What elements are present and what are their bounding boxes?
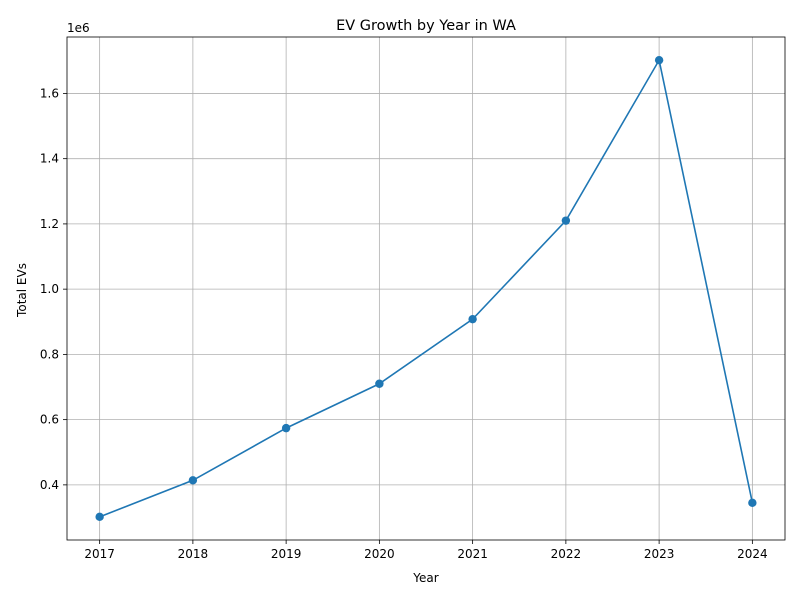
series-group [95, 55, 757, 522]
y-tick-label: 1.2 [40, 217, 59, 231]
data-point [561, 216, 571, 225]
axes-frame [66, 36, 786, 541]
x-tick-label: 2022 [551, 547, 582, 561]
x-tick-label: 2017 [84, 547, 115, 561]
y-tick-label: 0.6 [40, 413, 59, 427]
data-point [281, 423, 291, 433]
x-tick-label: 2023 [644, 547, 675, 561]
y-tick-label: 1.6 [40, 86, 59, 100]
x-tick-label: 2020 [364, 547, 395, 561]
grid-lines [67, 37, 785, 540]
series-line [99, 57, 754, 518]
axes-border [66, 36, 786, 541]
x-axis-ticks: 2017 2018 2019 2020 2021 2022 2023 2024 [84, 540, 768, 561]
y-axis-offset-text: 1e6 [67, 21, 90, 35]
data-point [375, 379, 384, 388]
data-point [188, 476, 198, 485]
x-tick-label: 2018 [178, 547, 209, 561]
data-point [654, 55, 664, 65]
y-tick-label: 0.4 [40, 478, 59, 492]
y-tick-label: 1.0 [40, 282, 59, 296]
data-point [468, 314, 477, 324]
chart-title: EV Growth by Year in WA [336, 18, 516, 34]
x-tick-label: 2021 [457, 547, 488, 561]
x-tick-label: 2024 [737, 547, 768, 561]
y-tick-label: 1.4 [40, 152, 59, 166]
data-point [95, 512, 104, 522]
x-axis-label: Year [412, 571, 438, 585]
y-axis-label: Total EVs [15, 263, 29, 318]
data-point [748, 498, 757, 508]
x-tick-label: 2019 [271, 547, 302, 561]
y-tick-label: 0.8 [40, 347, 59, 361]
y-axis-ticks: 0.4 0.6 0.8 1.0 1.2 1.4 1.6 [40, 86, 67, 492]
